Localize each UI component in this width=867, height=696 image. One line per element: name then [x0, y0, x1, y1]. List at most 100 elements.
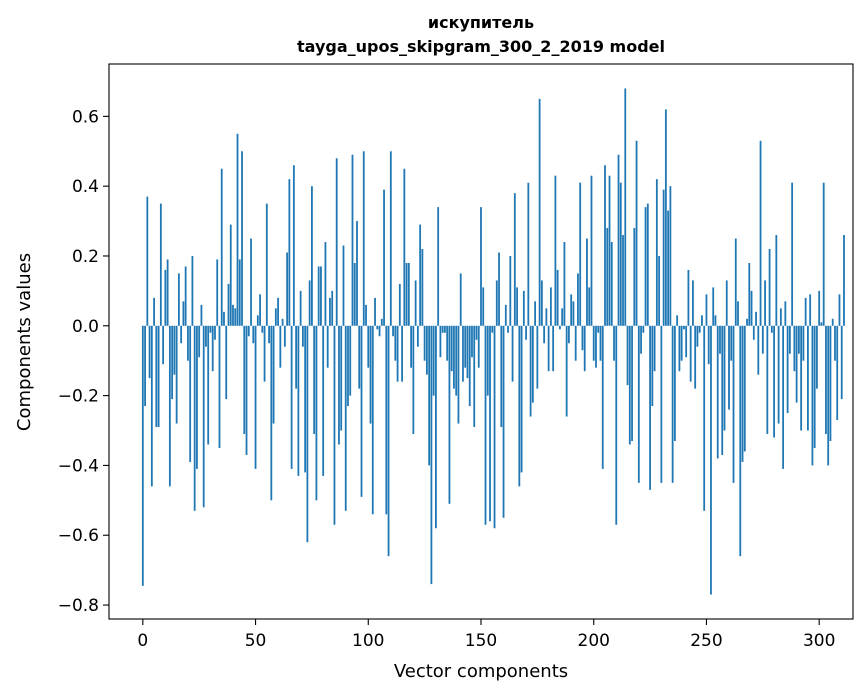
- bar-130: [435, 325, 437, 529]
- bar-196: [583, 325, 586, 372]
- bar-123: [419, 224, 422, 326]
- bar-291: [797, 325, 800, 354]
- bar-84: [331, 290, 334, 326]
- bar-169: [522, 290, 525, 326]
- x-axis-ticks: 0 50 100 150 200 250 300: [137, 619, 835, 651]
- bar-290: [795, 325, 798, 403]
- bar-209: [613, 325, 615, 361]
- bar-13: [171, 325, 174, 400]
- bar-114: [398, 283, 401, 326]
- bar-150: [480, 207, 482, 326]
- bar-14: [173, 325, 176, 375]
- bar-280: [773, 325, 775, 438]
- bar-163: [509, 255, 512, 326]
- bar-39: [229, 224, 232, 326]
- bar-158: [498, 252, 500, 326]
- bar-202: [597, 325, 600, 333]
- bar-137: [450, 325, 453, 372]
- bar-263: [734, 238, 737, 326]
- bar-37: [225, 325, 228, 400]
- bar-38: [227, 283, 230, 326]
- bar-69: [297, 325, 300, 476]
- bar-36: [223, 311, 225, 326]
- bar-11: [166, 259, 169, 326]
- bar-155: [491, 325, 494, 333]
- bar-118: [407, 262, 410, 326]
- bar-143: [464, 325, 467, 368]
- bar-250: [705, 294, 708, 326]
- bar-213: [622, 235, 624, 326]
- bar-86: [335, 158, 338, 326]
- bar-141: [459, 273, 462, 326]
- bar-287: [788, 325, 791, 354]
- bar-105: [378, 325, 381, 337]
- bar-177: [540, 280, 543, 326]
- bar-79: [320, 266, 322, 326]
- bar-260: [728, 325, 730, 410]
- bar-255: [716, 325, 719, 459]
- bars-group: [141, 88, 845, 595]
- bar-173: [531, 325, 534, 403]
- bar-142: [462, 325, 464, 382]
- x-tick-label: 100: [352, 631, 384, 651]
- bar-68: [295, 325, 298, 389]
- bar-261: [730, 325, 733, 361]
- bar-74: [308, 280, 311, 326]
- bar-122: [416, 325, 419, 347]
- bar-152: [484, 325, 487, 525]
- bar-31: [211, 325, 214, 372]
- bar-90: [344, 325, 347, 511]
- bar-257: [721, 325, 724, 455]
- bar-12: [168, 325, 171, 487]
- bar-119: [410, 325, 413, 368]
- bar-22: [191, 255, 194, 326]
- bar-231: [662, 189, 665, 326]
- bar-283: [779, 308, 782, 326]
- bar-59: [274, 308, 277, 326]
- bar-264: [737, 301, 739, 326]
- bar-72: [304, 325, 307, 473]
- bar-8: [159, 203, 162, 326]
- bar-109: [387, 325, 390, 557]
- bar-100: [367, 325, 370, 368]
- bar-310: [840, 325, 843, 400]
- bar-268: [746, 318, 748, 326]
- bar-216: [628, 325, 631, 445]
- bar-19: [184, 266, 187, 326]
- bar-190: [570, 294, 573, 326]
- bar-61: [279, 325, 282, 368]
- bar-243: [689, 325, 692, 382]
- bar-193: [577, 273, 579, 326]
- chart-title-line1: искупитель: [428, 13, 534, 32]
- bar-252: [710, 325, 712, 595]
- bar-217: [631, 325, 633, 441]
- bar-270: [750, 290, 753, 326]
- bar-194: [579, 182, 582, 326]
- bar-207: [608, 175, 611, 326]
- bar-205: [604, 165, 606, 326]
- bar-107: [383, 189, 385, 326]
- bar-215: [626, 325, 629, 386]
- bar-166: [516, 287, 518, 326]
- bar-51: [256, 315, 259, 326]
- bar-110: [389, 151, 392, 326]
- bar-102: [371, 325, 374, 515]
- bar-285: [784, 301, 787, 326]
- bar-167: [518, 325, 521, 487]
- bar-211: [617, 154, 620, 326]
- bar-117: [405, 262, 408, 326]
- bar-265: [739, 325, 742, 557]
- x-tick-label: 250: [690, 631, 722, 651]
- bar-159: [500, 325, 503, 428]
- bar-277: [766, 325, 769, 434]
- bar-128: [430, 325, 433, 585]
- bar-153: [486, 325, 489, 396]
- bar-246: [696, 325, 699, 347]
- bar-233: [667, 210, 670, 326]
- bar-67: [292, 165, 295, 326]
- bar-236: [673, 325, 676, 441]
- bar-0: [141, 325, 144, 586]
- bar-21: [189, 325, 192, 462]
- bar-32: [214, 325, 216, 340]
- bar-221: [640, 325, 642, 354]
